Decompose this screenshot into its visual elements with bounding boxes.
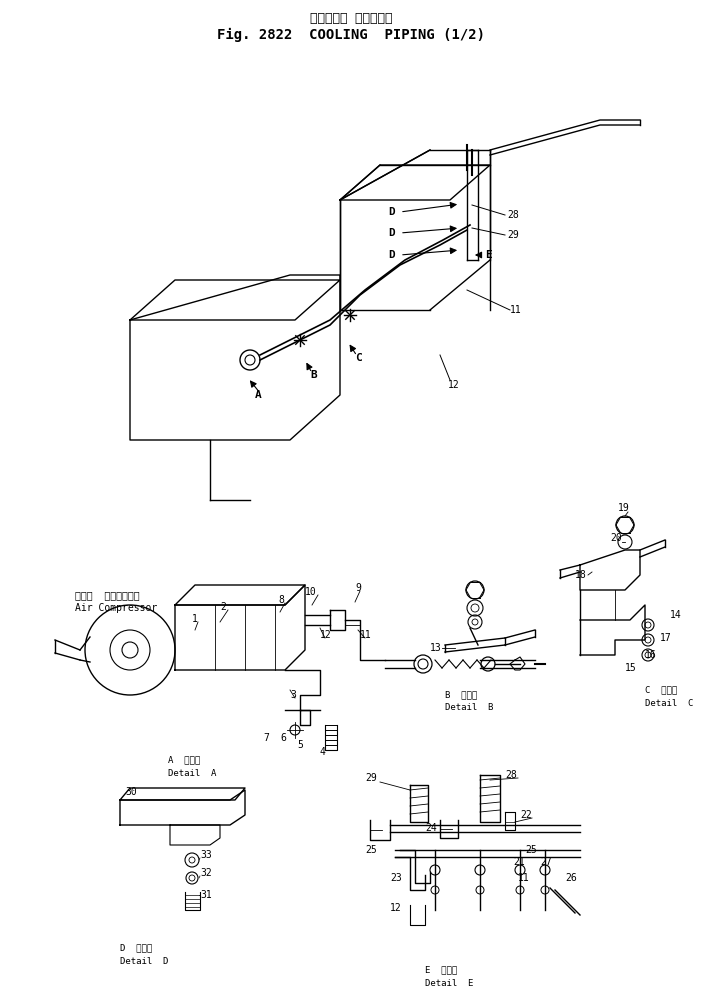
Text: 19: 19 xyxy=(618,504,630,513)
Text: 30: 30 xyxy=(125,787,137,797)
Text: クーリング パイピング: クーリング パイピング xyxy=(310,11,392,24)
Text: 2: 2 xyxy=(220,602,226,612)
Text: 21: 21 xyxy=(513,857,524,867)
Text: D: D xyxy=(388,207,395,217)
Text: 3: 3 xyxy=(290,690,296,700)
Text: 25: 25 xyxy=(525,845,537,855)
Text: A: A xyxy=(255,390,262,400)
Text: D  詳細図: D 詳細図 xyxy=(120,944,153,953)
Text: 12: 12 xyxy=(320,630,332,640)
Text: エアー  コンプレッサ: エアー コンプレッサ xyxy=(75,590,140,600)
Text: 28: 28 xyxy=(505,770,517,780)
Text: 1: 1 xyxy=(192,614,198,624)
Text: 11: 11 xyxy=(518,873,530,883)
Text: 16: 16 xyxy=(645,650,657,660)
Text: 13: 13 xyxy=(430,643,441,653)
Text: C: C xyxy=(355,353,362,363)
Text: E  詳細図: E 詳細図 xyxy=(425,966,457,975)
Text: 4: 4 xyxy=(320,747,326,757)
Text: 12: 12 xyxy=(448,380,460,390)
Text: 27: 27 xyxy=(540,857,552,867)
Text: Detail  D: Detail D xyxy=(120,957,169,966)
Text: 18: 18 xyxy=(575,570,587,580)
Text: 9: 9 xyxy=(355,583,361,593)
Text: 11: 11 xyxy=(360,630,372,640)
Text: 12: 12 xyxy=(390,903,401,913)
Text: 7: 7 xyxy=(263,733,269,743)
Text: 22: 22 xyxy=(520,810,531,820)
Text: 5: 5 xyxy=(297,740,303,750)
Text: 20: 20 xyxy=(610,533,621,543)
Text: 23: 23 xyxy=(390,873,401,883)
Text: 24: 24 xyxy=(425,823,437,833)
Text: 29: 29 xyxy=(507,230,519,240)
Text: 28: 28 xyxy=(507,210,519,220)
Text: 8: 8 xyxy=(278,595,284,605)
Text: 6: 6 xyxy=(280,733,286,743)
Text: 15: 15 xyxy=(625,663,637,673)
Text: Fig. 2822  COOLING  PIPING (1/2): Fig. 2822 COOLING PIPING (1/2) xyxy=(217,28,485,42)
Text: 33: 33 xyxy=(200,850,212,860)
Text: 14: 14 xyxy=(670,610,682,620)
Text: 26: 26 xyxy=(565,873,576,883)
Text: 29: 29 xyxy=(365,773,377,783)
Text: D: D xyxy=(388,250,395,260)
Text: 31: 31 xyxy=(200,890,212,900)
Text: B: B xyxy=(310,370,317,380)
Text: E: E xyxy=(485,250,492,260)
Text: Detail  B: Detail B xyxy=(445,704,494,713)
Text: Detail  E: Detail E xyxy=(425,979,473,988)
Text: 25: 25 xyxy=(365,845,377,855)
Text: 32: 32 xyxy=(200,868,212,878)
Text: B  詳細図: B 詳細図 xyxy=(445,691,477,700)
Text: 10: 10 xyxy=(305,587,317,597)
Text: A  詳細図: A 詳細図 xyxy=(168,755,200,764)
Text: Detail  A: Detail A xyxy=(168,768,217,777)
Text: 17: 17 xyxy=(660,633,672,643)
Text: Detail  C: Detail C xyxy=(645,699,693,708)
Text: Air Compressor: Air Compressor xyxy=(75,603,157,613)
Text: D: D xyxy=(388,228,395,238)
Text: 11: 11 xyxy=(510,305,522,315)
Text: C  詳細図: C 詳細図 xyxy=(645,686,677,695)
